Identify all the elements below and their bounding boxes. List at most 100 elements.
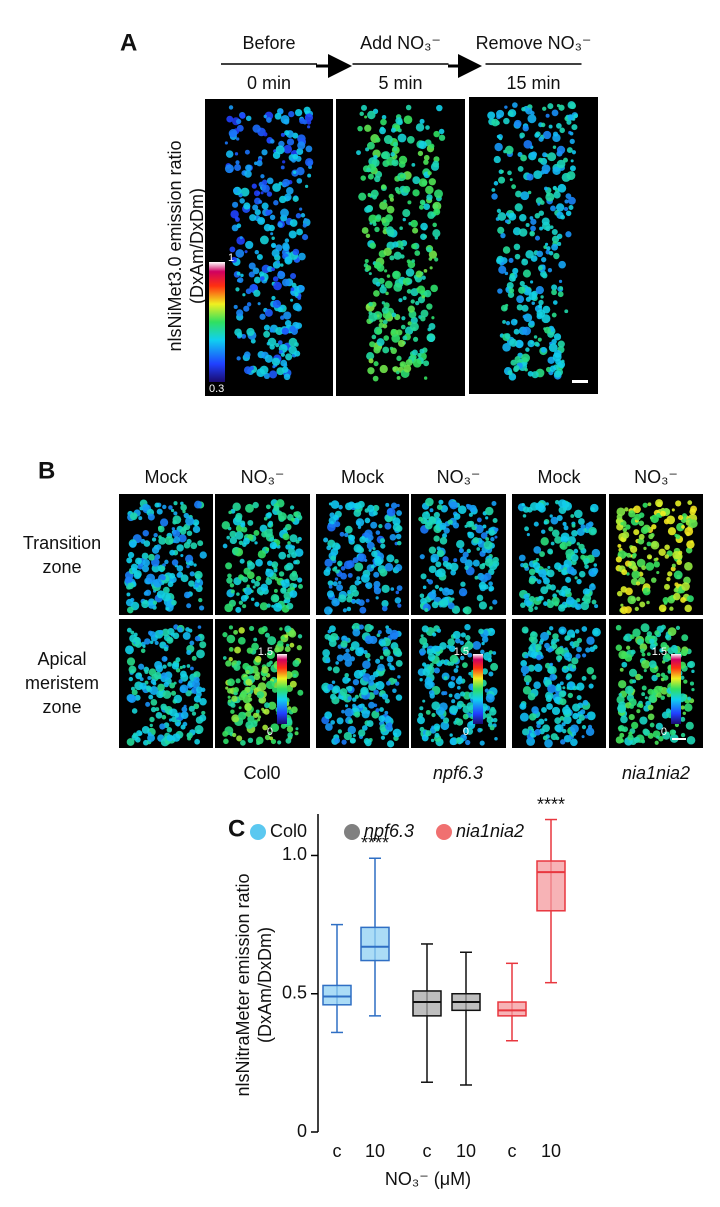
nucleus xyxy=(406,259,411,264)
nucleus xyxy=(517,165,524,172)
nucleus xyxy=(528,291,537,301)
nucleus xyxy=(433,208,441,216)
nucleus xyxy=(265,680,275,690)
nucleus xyxy=(245,164,252,172)
nucleus xyxy=(428,250,438,259)
nucleus xyxy=(619,667,624,672)
nucleus xyxy=(687,696,692,701)
nucleus xyxy=(633,529,640,536)
nucleus xyxy=(440,659,445,664)
nucleus xyxy=(556,514,563,522)
nucleus xyxy=(240,273,244,278)
nucleus xyxy=(544,642,550,649)
nucleus xyxy=(646,652,651,656)
nucleus xyxy=(384,522,392,530)
nucleus xyxy=(261,666,269,674)
nucleus xyxy=(519,214,527,222)
nucleus xyxy=(525,250,534,259)
nucleus xyxy=(154,640,159,646)
nucleus xyxy=(254,601,260,607)
nucleus xyxy=(479,563,486,570)
nucleus xyxy=(239,112,246,119)
nucleus xyxy=(345,648,350,653)
nucleus xyxy=(548,124,553,129)
nucleus xyxy=(231,695,238,702)
nucleus xyxy=(656,692,662,698)
nucleus xyxy=(138,516,143,521)
nucleus xyxy=(140,648,146,654)
nucleus xyxy=(157,683,165,692)
nucleus xyxy=(332,666,340,674)
nucleus xyxy=(455,677,463,685)
x-tick-label: c xyxy=(423,1141,432,1161)
nucleus xyxy=(246,584,250,588)
nucleus xyxy=(512,102,518,108)
nucleus xyxy=(663,518,670,525)
nucleus xyxy=(547,268,553,273)
nucleus xyxy=(412,227,419,234)
nucleus xyxy=(251,284,258,291)
nucleus xyxy=(150,699,158,706)
y-axis-label: nlsNitraMeter emission ratio xyxy=(233,873,253,1096)
nucleus xyxy=(366,167,371,173)
nucleus xyxy=(369,341,376,348)
nucleus xyxy=(420,309,429,318)
nucleus xyxy=(225,686,229,690)
nucleus xyxy=(281,579,290,588)
nucleus xyxy=(236,332,243,338)
nucleus xyxy=(285,353,293,361)
nucleus xyxy=(402,217,406,222)
nucleus xyxy=(534,663,543,673)
nucleus xyxy=(565,596,575,606)
nucleus xyxy=(359,606,367,614)
nucleus xyxy=(417,716,425,725)
nucleus xyxy=(265,209,272,216)
nucleus xyxy=(428,546,437,554)
nucleus xyxy=(259,235,269,245)
nucleus xyxy=(528,568,536,576)
nucleus xyxy=(560,214,565,220)
nucleus xyxy=(494,736,498,741)
nucleus xyxy=(565,704,569,709)
nucleus xyxy=(438,128,445,135)
nucleus xyxy=(427,327,432,332)
nucleus xyxy=(300,213,306,218)
nucleus xyxy=(397,675,401,679)
nucleus xyxy=(682,711,687,716)
nucleus xyxy=(197,625,202,629)
nucleus xyxy=(245,115,252,122)
nucleus xyxy=(166,727,173,733)
nucleus xyxy=(153,671,162,680)
nucleus xyxy=(516,295,525,304)
box xyxy=(497,1001,527,1017)
nucleus xyxy=(575,686,580,690)
colorbar xyxy=(473,654,483,724)
nucleus xyxy=(229,530,237,538)
nucleus xyxy=(459,640,464,645)
nucleus xyxy=(521,626,529,634)
nucleus xyxy=(564,588,571,595)
nucleus xyxy=(575,653,581,659)
nucleus xyxy=(355,518,365,527)
nucleus xyxy=(474,523,478,527)
nucleus xyxy=(571,731,577,736)
nucleus xyxy=(520,602,526,608)
nucleus xyxy=(431,601,439,609)
nucleus xyxy=(144,669,149,674)
nucleus xyxy=(442,560,449,568)
nucleus xyxy=(672,648,679,654)
nucleus xyxy=(280,165,285,170)
nucleus xyxy=(261,202,269,210)
nucleus xyxy=(511,184,517,190)
nucleus xyxy=(346,606,352,612)
colorbar-label: 1.5 xyxy=(454,646,469,658)
nucleus xyxy=(376,633,381,638)
nucleus xyxy=(402,335,408,341)
nucleus xyxy=(126,627,132,633)
nucleus xyxy=(245,669,250,675)
nucleus xyxy=(270,242,277,248)
nucleus xyxy=(244,250,248,254)
nucleus xyxy=(536,654,542,661)
nucleus xyxy=(170,690,177,696)
nucleus xyxy=(297,141,306,150)
